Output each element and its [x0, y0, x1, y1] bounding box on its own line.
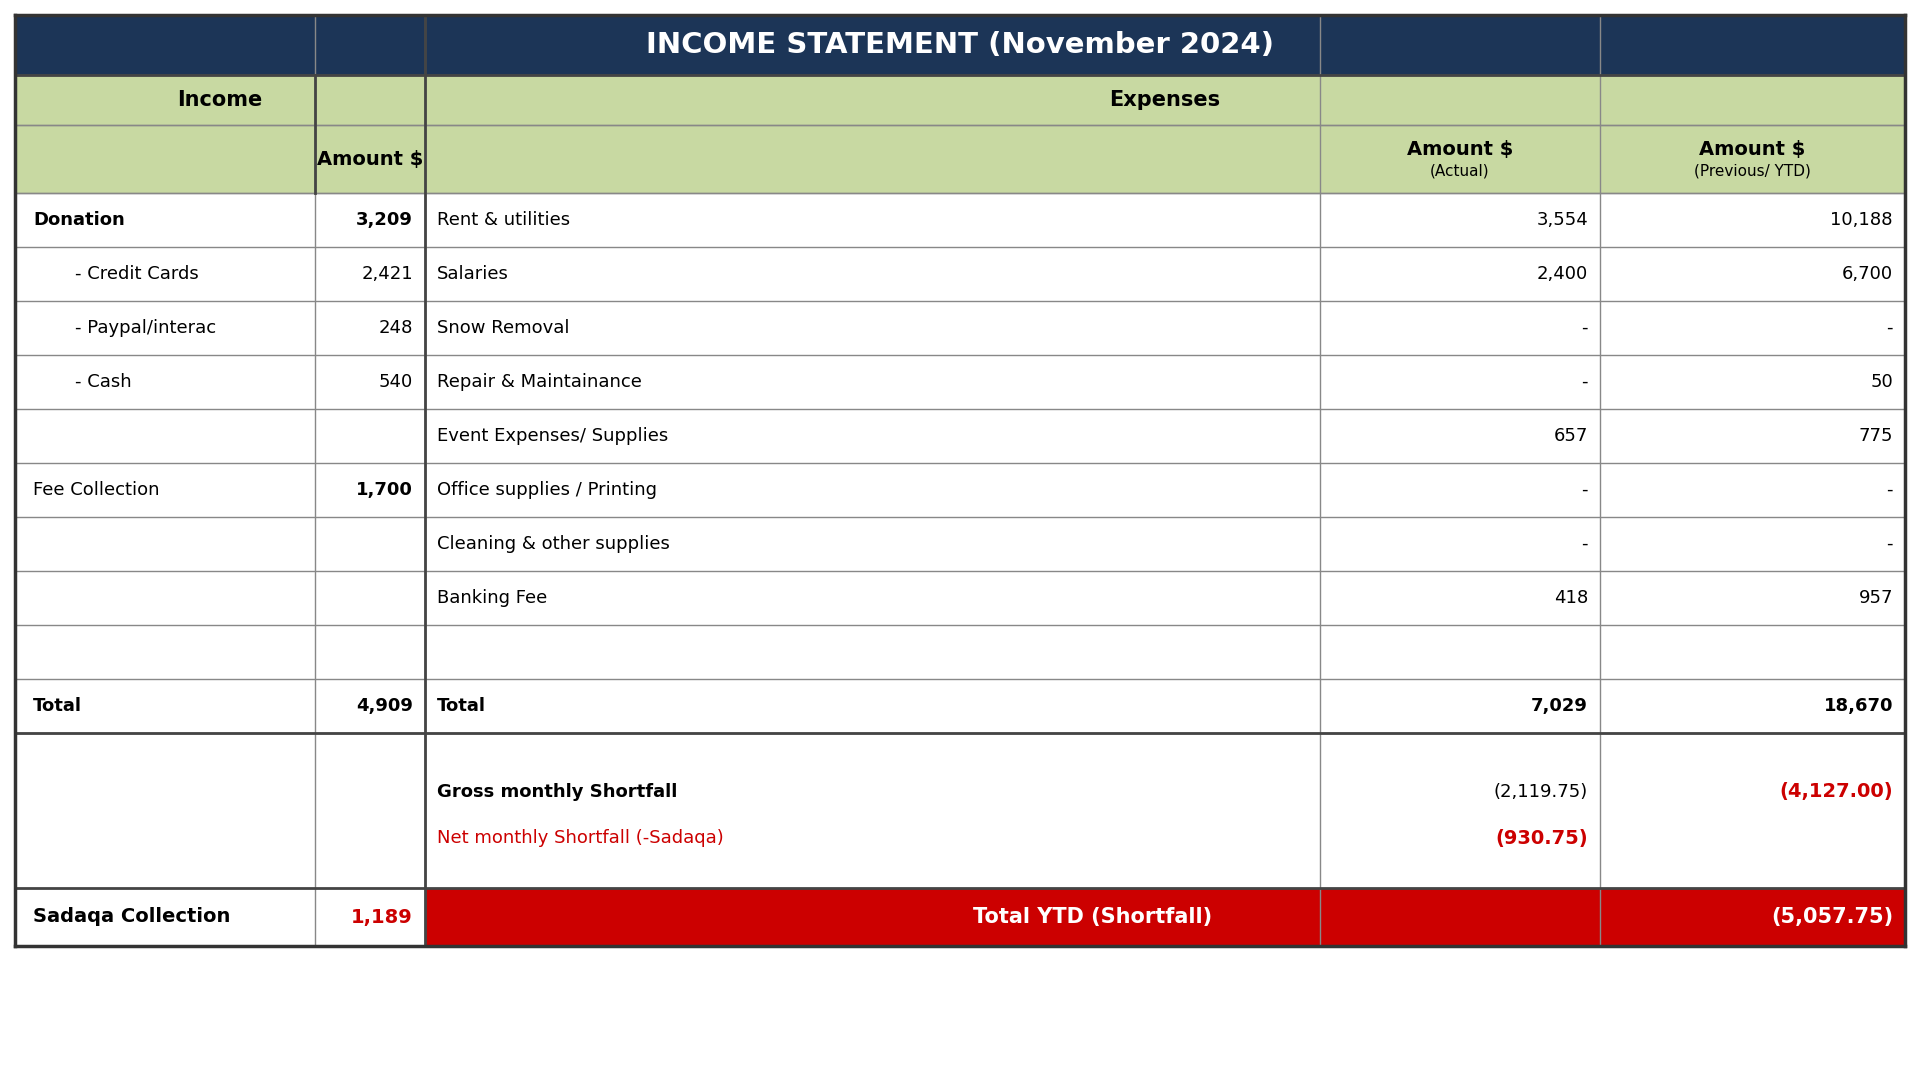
Text: 7,029: 7,029	[1530, 697, 1588, 715]
Bar	[15, 463, 1905, 517]
Text: 657: 657	[1553, 427, 1588, 445]
Text: 957: 957	[1859, 589, 1893, 607]
Text: 18,670: 18,670	[1824, 697, 1893, 715]
Bar	[15, 301, 1905, 355]
Text: -: -	[1887, 481, 1893, 499]
Text: -: -	[1582, 373, 1588, 391]
Text: Cleaning & other supplies: Cleaning & other supplies	[438, 535, 670, 553]
Bar	[15, 15, 1905, 946]
Bar	[1321, 125, 1599, 193]
Text: (Previous/ YTD): (Previous/ YTD)	[1693, 163, 1811, 178]
Text: -: -	[1582, 319, 1588, 337]
Text: 418: 418	[1553, 589, 1588, 607]
Text: 248: 248	[378, 319, 413, 337]
Bar	[424, 75, 1905, 125]
Text: 2,421: 2,421	[361, 265, 413, 284]
Bar	[15, 517, 1905, 571]
Text: Amount $: Amount $	[1407, 141, 1513, 160]
Text: 50: 50	[1870, 373, 1893, 391]
Text: Office supplies / Printing: Office supplies / Printing	[438, 481, 657, 499]
Bar	[15, 193, 1905, 247]
Text: -: -	[1582, 535, 1588, 553]
Text: (2,119.75): (2,119.75)	[1494, 783, 1588, 801]
Text: 10,188: 10,188	[1830, 211, 1893, 229]
Bar	[15, 247, 1905, 301]
Text: Gross monthly Shortfall: Gross monthly Shortfall	[438, 783, 678, 801]
Text: INCOME STATEMENT (November 2024): INCOME STATEMENT (November 2024)	[645, 31, 1275, 59]
Text: 4,909: 4,909	[355, 697, 413, 715]
Text: 3,209: 3,209	[355, 211, 413, 229]
Bar	[15, 732, 1905, 888]
Text: Rent & utilities: Rent & utilities	[438, 211, 570, 229]
Text: (Actual): (Actual)	[1430, 163, 1490, 178]
Text: Amount $: Amount $	[317, 149, 422, 169]
Text: - Credit Cards: - Credit Cards	[75, 265, 200, 284]
Bar	[1599, 125, 1905, 193]
Bar	[424, 125, 1321, 193]
Bar	[15, 625, 1905, 679]
Bar	[15, 75, 424, 125]
Bar	[315, 125, 424, 193]
Text: Net monthly Shortfall (-Sadaqa): Net monthly Shortfall (-Sadaqa)	[438, 829, 724, 847]
Text: Total: Total	[438, 697, 486, 715]
Text: Total: Total	[33, 697, 83, 715]
Text: (930.75): (930.75)	[1496, 829, 1588, 847]
Text: Amount $: Amount $	[1699, 141, 1805, 160]
Bar	[15, 409, 1905, 463]
Text: Event Expenses/ Supplies: Event Expenses/ Supplies	[438, 427, 668, 445]
Text: - Paypal/interac: - Paypal/interac	[75, 319, 217, 337]
Text: Snow Removal: Snow Removal	[438, 319, 570, 337]
Text: (5,057.75): (5,057.75)	[1770, 908, 1893, 927]
Text: Income: Income	[177, 90, 263, 110]
Text: Repair & Maintainance: Repair & Maintainance	[438, 373, 641, 391]
Bar	[15, 679, 1905, 732]
Text: Salaries: Salaries	[438, 265, 509, 284]
Text: - Cash: - Cash	[75, 373, 132, 391]
Bar	[424, 888, 1905, 946]
Bar	[15, 888, 424, 946]
Bar	[15, 355, 1905, 409]
Text: 3,554: 3,554	[1536, 211, 1588, 229]
Text: Expenses: Expenses	[1110, 90, 1221, 110]
Text: 1,700: 1,700	[355, 481, 413, 499]
Text: (4,127.00): (4,127.00)	[1780, 782, 1893, 801]
Text: Sadaqa Collection: Sadaqa Collection	[33, 908, 230, 927]
Text: Fee Collection: Fee Collection	[33, 481, 159, 499]
Text: -: -	[1582, 481, 1588, 499]
Text: 540: 540	[378, 373, 413, 391]
Bar	[15, 571, 1905, 625]
Text: 775: 775	[1859, 427, 1893, 445]
Text: -: -	[1887, 535, 1893, 553]
Text: -: -	[1887, 319, 1893, 337]
Text: 1,189: 1,189	[351, 908, 413, 927]
Text: Total YTD (Shortfall): Total YTD (Shortfall)	[973, 908, 1212, 927]
Text: 6,700: 6,700	[1841, 265, 1893, 284]
Bar	[15, 125, 315, 193]
Text: 2,400: 2,400	[1536, 265, 1588, 284]
Text: Banking Fee: Banking Fee	[438, 589, 547, 607]
Text: Donation: Donation	[33, 211, 125, 229]
Bar	[15, 15, 1905, 75]
